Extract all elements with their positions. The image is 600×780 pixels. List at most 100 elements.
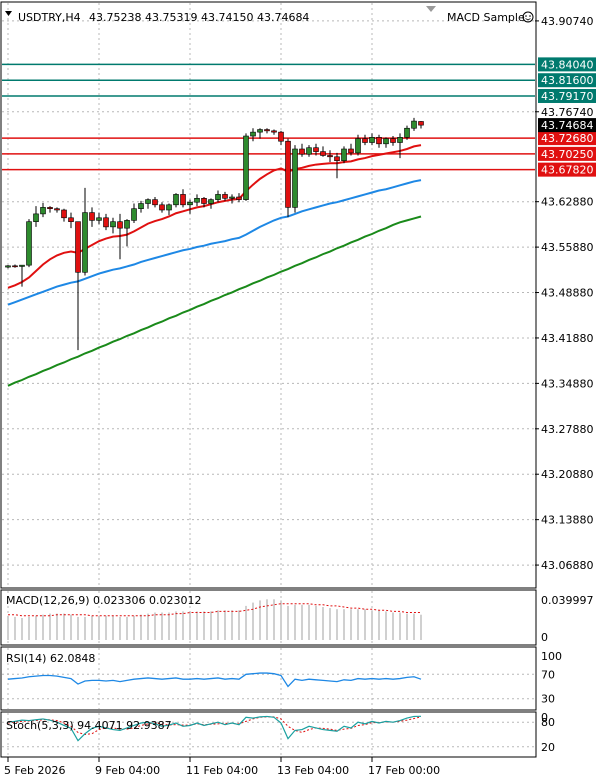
rsi-panel[interactable] [0,646,537,711]
macd-zero-label: 0 [541,631,548,644]
rsi-level-label: 30 [541,693,555,706]
current-price-tag [538,118,596,133]
candle-body [124,220,130,229]
price-tick-label: 43.27880 [541,423,594,436]
shift-marker-icon [426,6,436,12]
stoch-panel[interactable] [0,711,537,758]
candle-body [222,194,228,199]
level-tag [538,146,596,161]
candle-body [89,212,95,221]
price-tick-label: 43.20880 [541,468,594,481]
main-chart-panel[interactable] [0,1,537,589]
macd-title: MACD(12,26,9) 0.023306 0.023012 [6,594,202,607]
level-tag-label: 43.70250 [541,148,594,161]
candle-body [355,138,361,154]
candle-body [82,212,88,273]
time-tick-label: 9 Feb 04:00 [95,764,160,777]
level-tag-label: 43.67820 [541,164,594,177]
level-tag-label: 43.79170 [541,90,594,103]
candle-body [103,217,109,228]
chart-ohlc: 43.75238 43.75319 43.74150 43.74684 [89,11,309,24]
candle-body [5,265,11,268]
candle-body [320,151,326,156]
time-tick-label: 13 Feb 04:00 [277,764,349,777]
smiley-icon[interactable] [522,11,534,23]
current-price-label: 43.74684 [541,119,594,132]
candle-body [292,148,298,208]
expert-name: MACD Sample [447,11,525,24]
candle-body [26,221,32,266]
price-tick-label: 43.06880 [541,559,594,572]
candle-body [117,221,123,229]
price-axis: 43.90740 43.76740 43.62880 43.55880 43.48880… [535,15,596,572]
candle-body [145,199,151,204]
macd-signal-line [8,603,421,617]
candle-body [278,131,284,142]
rsi-level-label: 0 [541,711,548,724]
candle-body [383,138,389,145]
candles [5,117,424,351]
candle-body [173,194,179,206]
candle-body [215,194,221,200]
candle-body [236,196,242,200]
candle-body [271,130,277,133]
candle-body [243,135,249,200]
candle-body [96,217,102,221]
candle-body [138,203,144,209]
level-tag [538,162,596,177]
rsi-plot: 100 70 30 0 [2,650,562,724]
level-tag-label: 43.72680 [541,132,594,145]
candle-body [61,209,67,219]
level-tag [538,88,596,103]
stoch-title: Stoch(5,3,3) 94.4071 92.9387 [6,719,172,732]
chart-symbol: USDTRY,H4 [18,11,81,24]
ma-slow-line [7,215,422,387]
candle-body [299,148,305,155]
price-tick-label: 43.90740 [541,15,594,28]
price-tick-label: 43.13880 [541,514,594,527]
candle-body [208,199,214,204]
candle-body [68,217,74,222]
candle-body [411,120,417,129]
price-tick-label: 43.34880 [541,377,594,390]
candle-body [152,199,158,206]
candle-body [19,264,25,267]
candle-body [159,204,165,211]
rsi-level-label: 100 [541,650,562,663]
time-tick-label: 11 Feb 04:00 [186,764,258,777]
candle-body [250,131,256,137]
candle-body [166,204,172,211]
ma-mid-line [7,179,422,306]
level-tag [538,131,596,146]
price-tick-label: 43.48880 [541,287,594,300]
macd-panel[interactable] [0,589,537,646]
candle-body [187,201,193,206]
time-axis: 5 Feb 2026 9 Feb 04:00 11 Feb 04:00 13 Feb … [4,757,440,777]
candle-body [131,208,137,221]
level-tag [538,57,596,72]
candle-body [348,148,354,154]
rsi-line [7,672,422,688]
time-tick-label: 17 Feb 00:00 [368,764,440,777]
candle-body [285,140,291,208]
candle-body [47,207,53,209]
horizontal-levels [2,63,535,171]
candle-body [110,221,116,228]
price-tick-label: 43.55880 [541,241,594,254]
candle-body [12,265,18,268]
level-tag-label: 43.84040 [541,58,594,71]
macd-top-label: 0.039997 [541,594,594,607]
candle-body [306,147,312,155]
candle-body [180,194,186,206]
rsi-level-label: 70 [541,668,555,681]
candle-body [362,138,368,143]
candle-body [418,121,424,126]
candle-body [341,148,347,161]
rsi-title: RSI(14) 62.0848 [6,652,95,665]
collapse-arrow-icon[interactable] [5,11,12,16]
candle-body [390,138,396,143]
price-tick-label: 43.62880 [541,196,594,209]
time-tick-label: 5 Feb 2026 [4,764,65,777]
candle-body [264,129,270,132]
